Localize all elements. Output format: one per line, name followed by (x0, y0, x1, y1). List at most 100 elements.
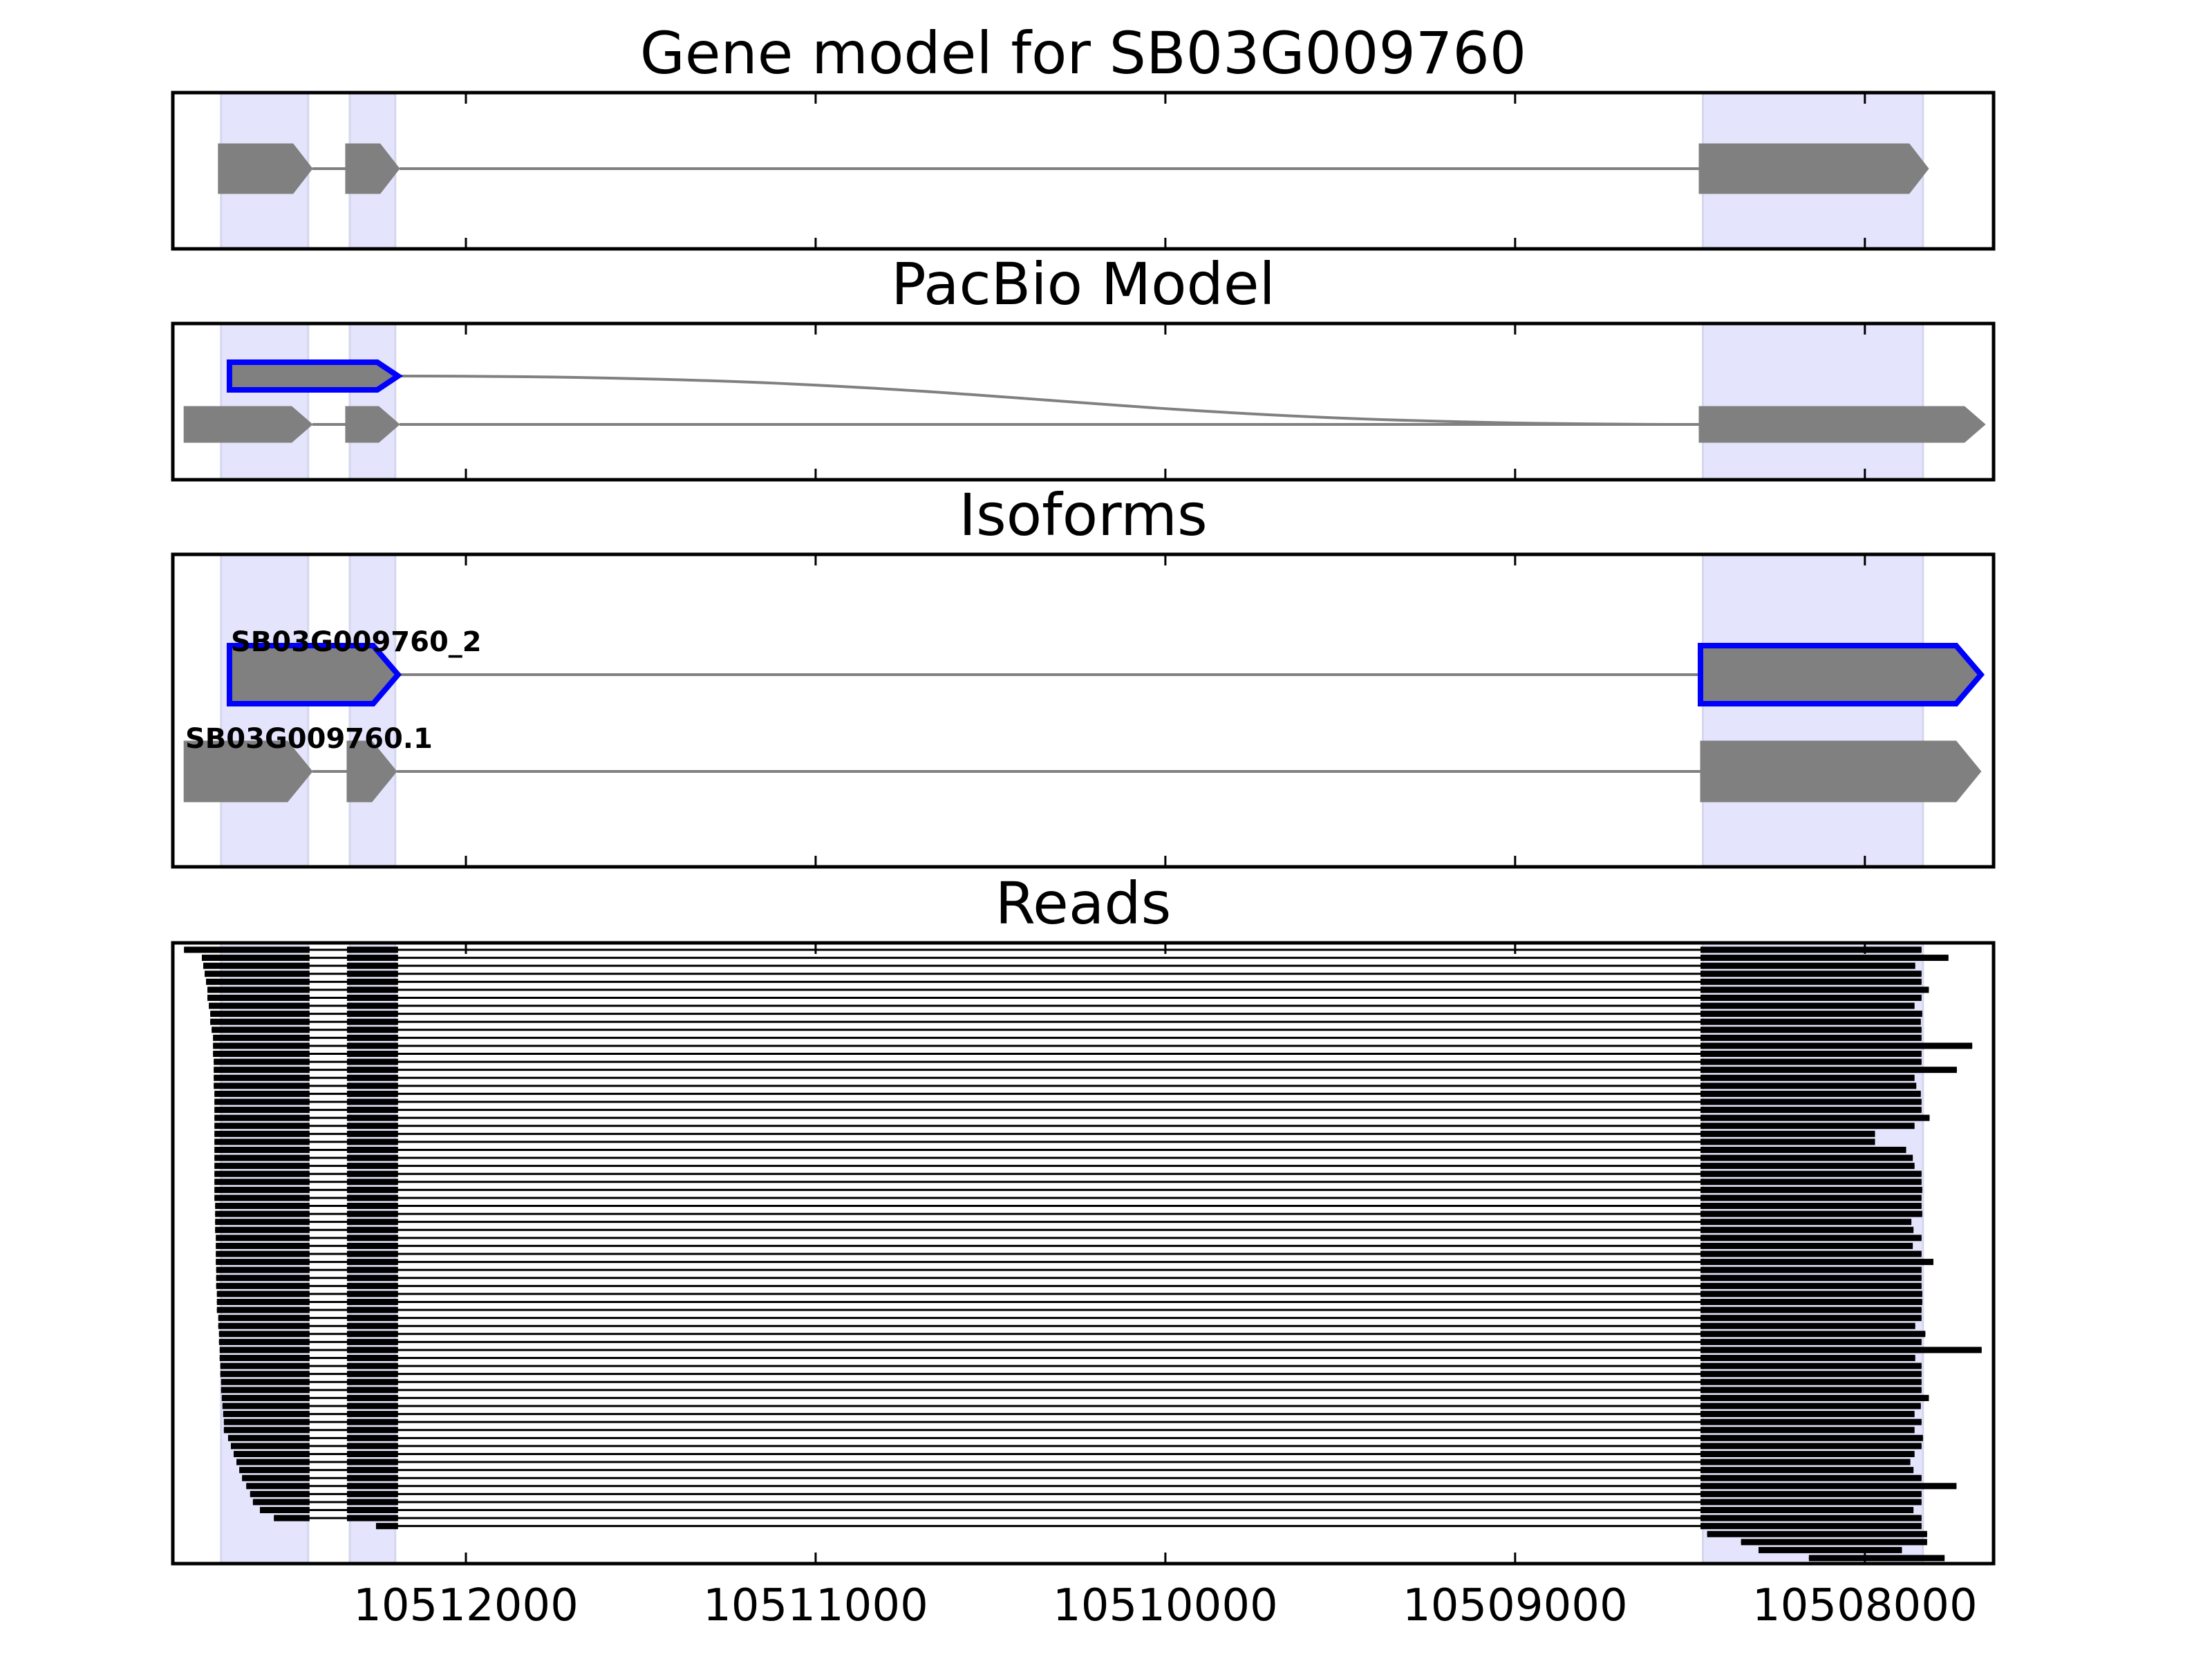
read-block (1700, 1210, 1922, 1217)
read-block (1700, 1259, 1933, 1266)
read-block (1700, 1418, 1922, 1425)
read-block (346, 946, 398, 953)
pacbio-model-exon (1698, 406, 1986, 443)
read-block (346, 1034, 398, 1041)
panel-title-reads: Reads (995, 870, 1172, 937)
read-block (346, 1371, 398, 1378)
isoform-2-exon (226, 643, 402, 706)
read-block (221, 1387, 310, 1394)
read-block (246, 1483, 310, 1490)
read-block (214, 1058, 310, 1065)
read-block (239, 1467, 310, 1474)
read-block (234, 1450, 310, 1457)
read-block (227, 1434, 310, 1441)
read-block (346, 1331, 398, 1338)
read-block (212, 1027, 310, 1033)
read-block (346, 1090, 398, 1097)
read-block (1700, 1123, 1915, 1130)
read-block (346, 1403, 398, 1409)
read-block (346, 1018, 398, 1025)
axes-frame (171, 91, 1996, 251)
read-block (1700, 1347, 1982, 1353)
read-block (1700, 1338, 1922, 1345)
read-block (214, 1074, 310, 1081)
read-block (346, 1146, 398, 1153)
read-block (346, 1282, 398, 1289)
read-block (346, 962, 398, 969)
read-block (1700, 1355, 1915, 1362)
read-block (1700, 1226, 1914, 1233)
read-block (1700, 1306, 1922, 1313)
read-block (215, 1210, 310, 1217)
read-block (346, 1107, 398, 1114)
read-block (1700, 1371, 1922, 1378)
read-block (1700, 1387, 1922, 1394)
read-block (346, 1027, 398, 1033)
shaded-exon-region (220, 553, 310, 868)
read-block (1700, 1427, 1915, 1434)
read-block (210, 1011, 310, 1018)
chart-marks (183, 143, 1986, 1562)
read-block (346, 1291, 398, 1297)
read-block (1700, 1242, 1913, 1249)
read-block (346, 1194, 398, 1201)
read-block (1700, 1331, 1926, 1338)
read-block (346, 1443, 398, 1450)
read-block (1700, 1154, 1913, 1161)
read-block (214, 1090, 310, 1097)
read-block (259, 1507, 310, 1514)
read-block (1707, 1530, 1927, 1537)
axes (171, 91, 1996, 1566)
read-block (1700, 1282, 1922, 1289)
read-block (221, 1378, 310, 1385)
read-block (218, 1322, 310, 1329)
read-block (214, 1186, 310, 1193)
read-block (214, 1163, 310, 1170)
read-block (1700, 1362, 1922, 1369)
read-block (216, 1275, 310, 1282)
panel-title-pacbio-model: PacBio Model (891, 250, 1275, 318)
read-block (346, 1387, 398, 1394)
read-block (346, 1322, 398, 1329)
isoform-1-exon (346, 740, 397, 803)
isoform-label-1: SB03G009760.1 (185, 723, 433, 755)
read-block (346, 1507, 398, 1514)
read-block (1700, 1163, 1915, 1170)
read-block (205, 971, 310, 977)
read-block (214, 1170, 310, 1177)
read-block (346, 1490, 398, 1497)
read-block (216, 1282, 310, 1289)
isoform-label-2: SB03G009760_2 (231, 626, 482, 658)
read-block (1700, 1058, 1922, 1065)
read-block (346, 1362, 398, 1369)
read-block (207, 986, 310, 993)
read-block (223, 1411, 310, 1418)
read-block (346, 1259, 398, 1266)
read-block (216, 1250, 310, 1257)
panel-title-gene-model: Gene model for SB03G009760 (640, 19, 1526, 87)
read-block (346, 1235, 398, 1241)
read-block (1700, 1114, 1930, 1121)
read-block (218, 1315, 310, 1322)
gene-model-exon (1698, 143, 1929, 194)
read-block (1700, 978, 1922, 985)
read-block (216, 1298, 310, 1305)
read-block (1741, 1539, 1927, 1546)
read-block (1700, 1378, 1922, 1385)
read-block (1700, 994, 1922, 1001)
pacbio-model-highlight-exon (226, 359, 404, 393)
read-block (1700, 946, 1922, 953)
x-tick-label: 10510000 (1053, 1580, 1278, 1631)
read-block (214, 1098, 310, 1105)
pacbio-model-exon (345, 406, 400, 443)
read-block (223, 1418, 310, 1425)
read-block (236, 1459, 310, 1465)
read-block (1700, 1082, 1917, 1089)
read-block (1700, 1002, 1915, 1009)
read-block (375, 1523, 398, 1530)
read-block (214, 1123, 310, 1130)
read-block (1700, 1434, 1923, 1441)
read-block (1700, 1098, 1922, 1105)
read-block (346, 1242, 398, 1249)
